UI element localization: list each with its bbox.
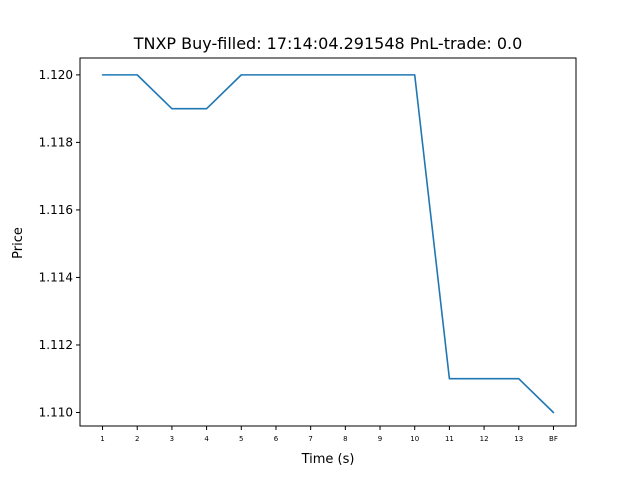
chart-title: TNXP Buy-filled: 17:14:04.291548 PnL-tra… (133, 34, 523, 53)
x-tick-label: 4 (204, 435, 209, 443)
y-tick-label: 1.120 (39, 68, 73, 82)
x-tick-label: BF (549, 435, 558, 443)
y-tick-label: 1.118 (39, 135, 73, 149)
x-axis-label: Time (s) (301, 452, 355, 467)
x-tick-label: 12 (480, 435, 489, 443)
plot-frame (79, 57, 577, 427)
x-tick-label: 7 (308, 435, 312, 443)
series-line-0 (101, 74, 555, 414)
x-tick-label: 3 (170, 435, 174, 443)
y-tick-label: 1.110 (39, 405, 73, 419)
y-axis-label: Price (11, 227, 26, 259)
x-tick-label: 10 (410, 435, 419, 443)
y-tick-label: 1.114 (39, 270, 73, 284)
y-tick-label: 1.116 (39, 203, 73, 217)
x-tick-label: 8 (343, 435, 347, 443)
x-tick-label: 9 (378, 435, 382, 443)
y-tick-label: 1.112 (39, 338, 73, 352)
x-tick-label: 5 (239, 435, 243, 443)
x-tick-label: 2 (135, 435, 139, 443)
x-tick-label: 6 (274, 435, 279, 443)
x-tick-label: 13 (514, 435, 523, 443)
x-tick-label: 1 (100, 435, 104, 443)
x-tick-label: 11 (445, 435, 454, 443)
